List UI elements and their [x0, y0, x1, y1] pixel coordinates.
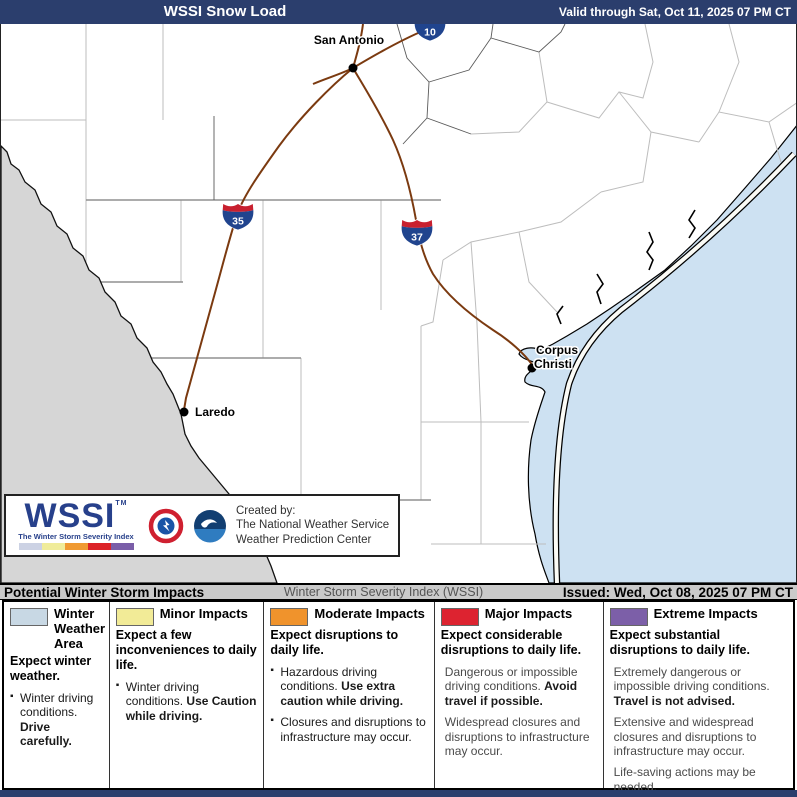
- attribution-box: WSSITM The Winter Storm Severity Index C…: [4, 494, 400, 557]
- legend-column-winter-weather-area: Winter Weather Area Expect winter weathe…: [4, 602, 110, 788]
- legend-column-moderate-impacts: Moderate Impacts Expect disruptions to d…: [264, 602, 435, 788]
- city-markers: San Antonio Laredo Corpus Christi: [179, 32, 580, 421]
- legend-summary: Expect substantial disruptions to daily …: [609, 628, 750, 657]
- issued-label: Issued: Wed, Oct 08, 2025 07 PM CT: [562, 584, 793, 600]
- county-lines: [1, 24, 796, 545]
- legend-title: Winter Weather Area: [54, 606, 106, 651]
- gulf-of-mexico-water: [518, 125, 796, 583]
- page-title: WSSI Snow Load: [163, 3, 287, 20]
- wssi-severity-color-strip: [18, 543, 134, 551]
- laredo-label: Laredo: [195, 405, 235, 419]
- bottom-navy-strip: [0, 790, 797, 797]
- legend-title: Moderate Impacts: [314, 606, 425, 621]
- map-canvas: 10 35 37 San Antonio Laredo Corpus Chris…: [0, 24, 797, 583]
- legend-column-extreme-impacts: Extreme Impacts Expect substantial disru…: [604, 602, 793, 794]
- barrier-islands: [552, 151, 796, 583]
- moderate-impacts-swatch: [270, 608, 309, 626]
- info-bar: Potential Winter Storm Impacts Winter St…: [0, 583, 797, 600]
- major-impacts-swatch: [440, 608, 479, 626]
- index-name-label: Winter Storm Severity Index (WSSI): [283, 585, 484, 599]
- created-by-text: Created by: The National Weather Service…: [236, 504, 389, 546]
- org-line2: Weather Prediction Center: [236, 533, 372, 546]
- corpus-christi-dot: [527, 363, 537, 373]
- corpus-christi-label-line1: Corpus: [536, 343, 578, 357]
- extreme-impacts-swatch: [609, 608, 648, 626]
- legend-detail: Dangerous or impossible driving conditio…: [444, 665, 578, 708]
- laredo-dot: [179, 407, 189, 417]
- legend-summary: Expect considerable disruptions to daily…: [440, 628, 582, 657]
- interstate-37-route: [352, 67, 534, 367]
- trademark-symbol: TM: [115, 499, 128, 507]
- org-line1: The National Weather Service: [236, 519, 390, 532]
- legend-detail: Extensive and widespread closures and di…: [613, 715, 757, 758]
- shield-number-10: 10: [424, 27, 436, 39]
- minor-impacts-swatch: [115, 608, 154, 626]
- coastal-rivers: [556, 209, 696, 325]
- title-bar: WSSI Snow Load Valid through Sat, Oct 11…: [0, 0, 797, 24]
- nws-logo-icon: [148, 508, 184, 543]
- wssi-logo-text: WSSI: [24, 496, 116, 535]
- legend-detail: Hazardous driving conditions. Use extra …: [270, 665, 428, 708]
- legend-column-minor-impacts: Minor Impacts Expect a few inconvenience…: [110, 602, 265, 788]
- valid-through-label: Valid through Sat, Oct 11, 2025 07 PM CT: [558, 5, 791, 19]
- legend-summary: Expect disruptions to daily life.: [270, 628, 399, 657]
- map-svg: 10 35 37 San Antonio Laredo Corpus Chris…: [1, 24, 796, 583]
- shield-number-37: 37: [411, 232, 423, 244]
- created-by-line: Created by:: [236, 505, 296, 518]
- san-antonio-label: San Antonio: [314, 33, 384, 47]
- winter-weather-area-swatch: [10, 608, 48, 626]
- interstate-shield-i37: 37: [400, 219, 434, 247]
- legend-detail: Winter driving conditions. Drive careful…: [10, 691, 104, 749]
- corpus-christi-label-line2: Christi: [534, 357, 572, 371]
- legend-title: Extreme Impacts: [653, 606, 758, 621]
- legend-detail: Widespread closures and disruptions to i…: [444, 715, 590, 758]
- legend-summary: Expect winter weather.: [10, 653, 92, 683]
- wssi-tagline: The Winter Storm Severity Index: [18, 532, 134, 542]
- legend-title: Major Impacts: [484, 606, 573, 621]
- wssi-logo: WSSITM The Winter Storm Severity Index: [12, 499, 140, 551]
- legend-detail: Extremely dangerous or impossible drivin…: [613, 665, 770, 708]
- shield-number-35: 35: [232, 216, 244, 228]
- impacts-legend: Winter Weather Area Expect winter weathe…: [2, 600, 795, 794]
- legend-summary: Expect a few inconveniences to daily lif…: [115, 628, 257, 672]
- san-antonio-dot: [348, 63, 358, 73]
- legend-detail: Winter driving conditions. Use Caution w…: [116, 680, 259, 723]
- noaa-logo-icon: [194, 509, 226, 542]
- impacts-heading: Potential Winter Storm Impacts: [4, 584, 205, 600]
- legend-detail: Closures and disruptions to infrastructu…: [270, 715, 428, 744]
- interstate-shield-i35: 35: [221, 203, 255, 231]
- legend-column-major-impacts: Major Impacts Expect considerable disrup…: [435, 602, 604, 788]
- legend-title: Minor Impacts: [159, 606, 248, 621]
- interstate-shield-i10: 10: [414, 24, 446, 42]
